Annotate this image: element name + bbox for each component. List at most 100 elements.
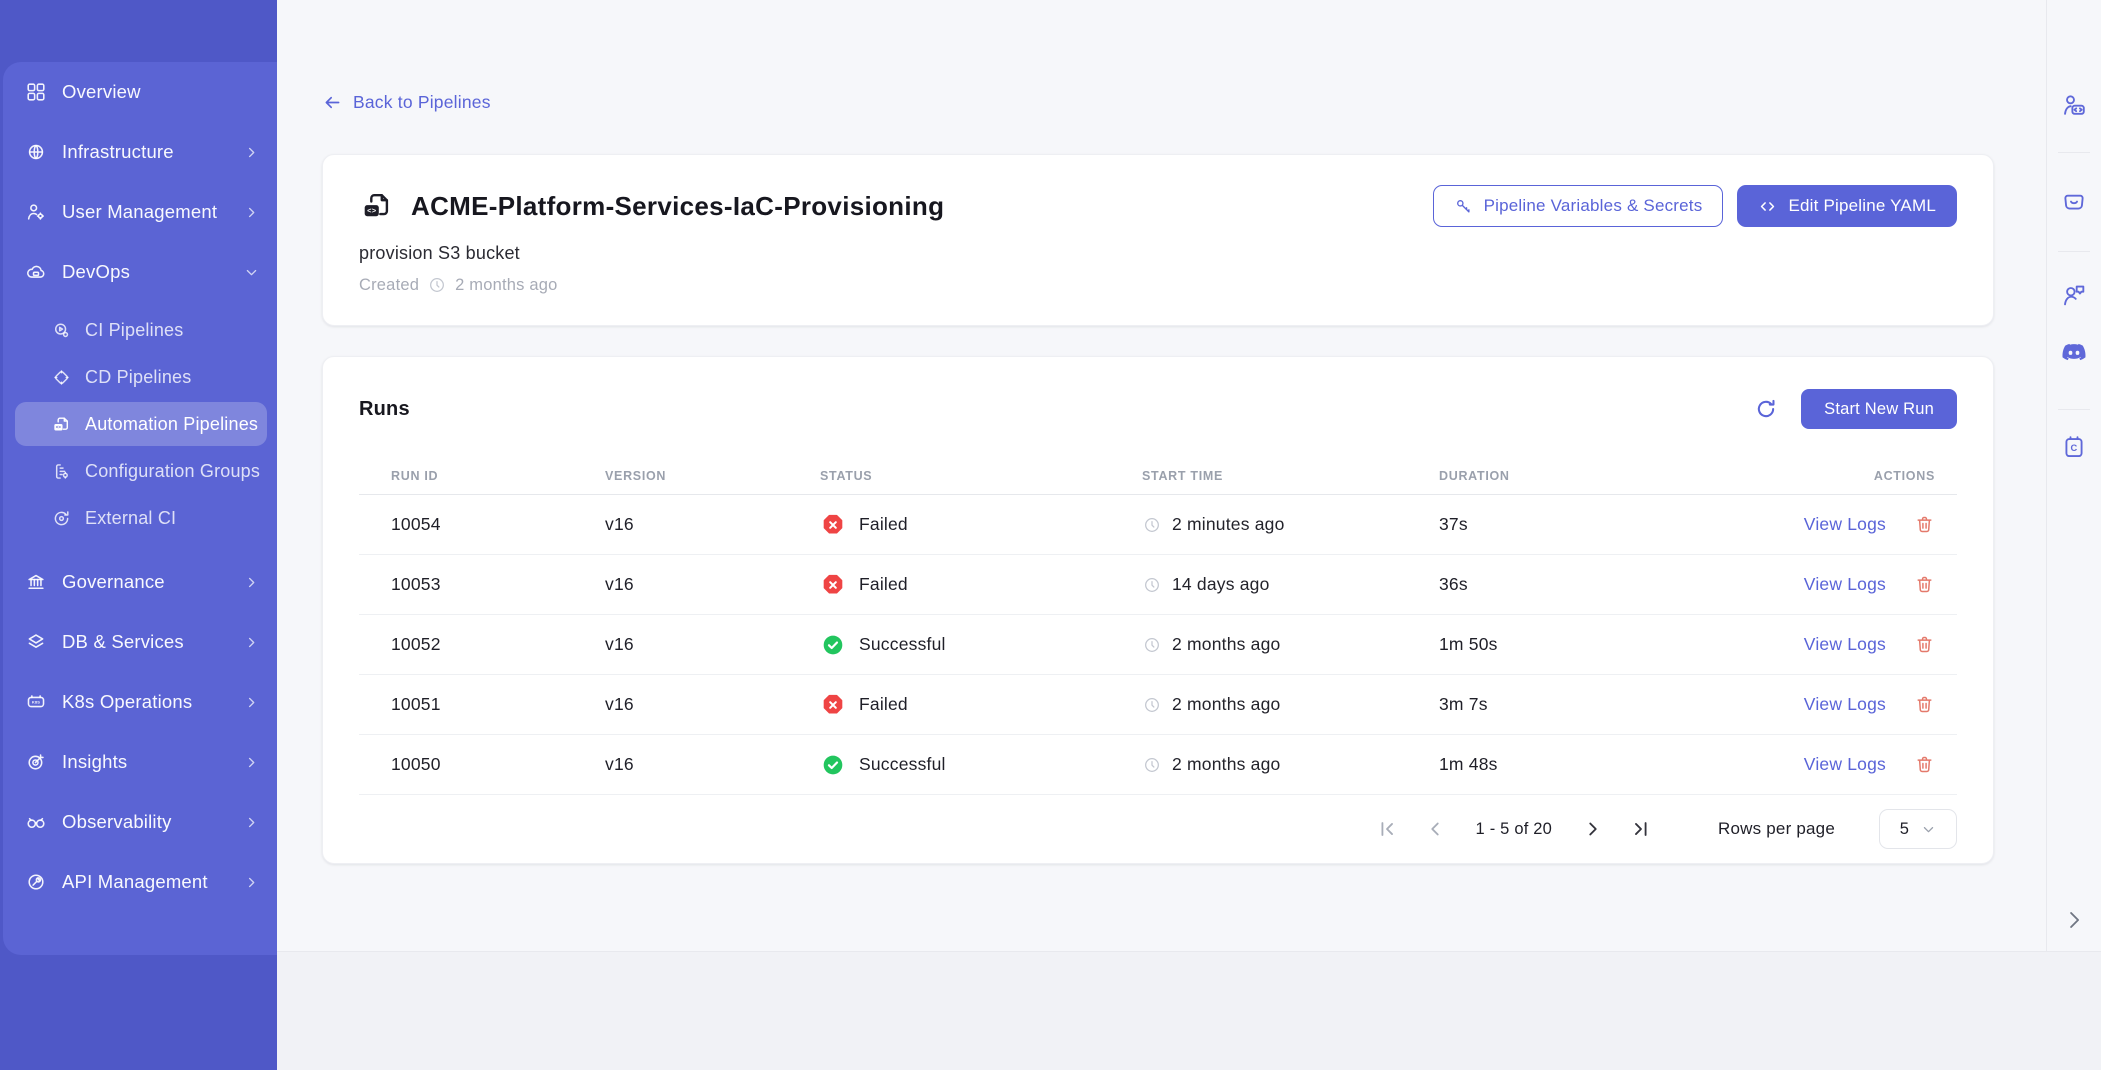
clock-icon xyxy=(1142,575,1162,595)
last-page-icon xyxy=(1630,818,1652,840)
pipeline-header-card: <> ACME-Platform-Services-IaC-Provisioni… xyxy=(322,154,1994,326)
sidebar-item-label: Configuration Groups xyxy=(85,460,261,481)
success-status-icon xyxy=(820,632,846,658)
success-status-icon xyxy=(820,752,846,778)
run-id: 10053 xyxy=(391,574,441,594)
run-id: 10051 xyxy=(391,694,441,714)
sidebar-item-api-management[interactable]: API Management xyxy=(3,858,277,906)
view-logs-link[interactable]: View Logs xyxy=(1803,754,1886,774)
insights-target-icon xyxy=(25,751,47,773)
run-duration: 36s xyxy=(1439,574,1468,594)
edit-pipeline-yaml-button[interactable]: Edit Pipeline YAML xyxy=(1737,185,1957,227)
feedback-icon[interactable] xyxy=(2060,281,2088,309)
sidebar-item-user-management[interactable]: User Management xyxy=(3,188,277,236)
last-page-button[interactable] xyxy=(1630,818,1652,840)
trash-icon xyxy=(1914,574,1935,595)
run-start-time: 2 minutes ago xyxy=(1172,514,1285,534)
view-logs-link[interactable]: View Logs xyxy=(1803,694,1886,714)
main-content: Back to Pipelines <> ACME-Platform-Servi… xyxy=(277,0,2046,951)
svg-text:<>: <> xyxy=(56,424,62,429)
sidebar-item-external-ci[interactable]: External CI xyxy=(15,496,267,540)
view-logs-link[interactable]: View Logs xyxy=(1803,574,1886,594)
page-title: ACME-Platform-Services-IaC-Provisioning xyxy=(411,190,945,221)
run-duration: 1m 48s xyxy=(1439,754,1498,774)
sidebar-item-observability[interactable]: Observability xyxy=(3,798,277,846)
runs-card: Runs Start New Run RUN ID VERSION STATUS… xyxy=(322,356,1994,864)
run-status: Failed xyxy=(859,514,908,534)
sidebar-item-label: K8s Operations xyxy=(62,691,193,712)
column-header-duration: DURATION xyxy=(1439,468,1510,483)
chevron-right-icon xyxy=(2060,906,2088,934)
pipeline-description: provision S3 bucket xyxy=(359,243,520,263)
runs-table-header: RUN ID VERSION STATUS START TIME DURATIO… xyxy=(359,457,1957,495)
start-new-run-label: Start New Run xyxy=(1824,399,1934,418)
sidebar-item-ci-pipelines[interactable]: CI Pipelines xyxy=(15,308,267,352)
chevron-right-icon xyxy=(244,695,259,710)
svg-text:C: C xyxy=(2071,443,2078,453)
sidebar-item-automation-pipelines[interactable]: <> Automation Pipelines xyxy=(15,402,267,446)
marketplace-icon[interactable] xyxy=(2060,186,2088,214)
edit-yaml-label: Edit Pipeline YAML xyxy=(1788,196,1936,215)
discord-icon[interactable] xyxy=(2060,338,2088,366)
failed-status-icon xyxy=(820,692,846,718)
next-page-button[interactable] xyxy=(1582,818,1604,840)
column-header-actions: ACTIONS xyxy=(1873,468,1935,483)
rail-divider xyxy=(2058,409,2090,410)
view-logs-link[interactable]: View Logs xyxy=(1803,634,1886,654)
delete-run-button[interactable] xyxy=(1914,694,1935,715)
pipeline-variables-label: Pipeline Variables & Secrets xyxy=(1483,196,1703,215)
api-wrench-icon xyxy=(25,871,47,893)
infrastructure-globe-icon xyxy=(25,141,47,163)
delete-run-button[interactable] xyxy=(1914,634,1935,655)
rows-per-page-select[interactable]: 5 xyxy=(1879,809,1957,849)
sidebar-item-insights[interactable]: Insights xyxy=(3,738,277,786)
collapse-rail-button[interactable] xyxy=(2060,906,2088,934)
automation-pipeline-icon: <> xyxy=(359,188,395,224)
created-ago: 2 months ago xyxy=(455,275,558,294)
sidebar-nav-panel: Overview Infrastructure User Management … xyxy=(3,62,277,955)
delete-run-button[interactable] xyxy=(1914,574,1935,595)
pipeline-variables-button[interactable]: Pipeline Variables & Secrets xyxy=(1432,185,1724,227)
trash-icon xyxy=(1914,754,1935,775)
back-link-label: Back to Pipelines xyxy=(353,92,491,112)
chevron-right-icon xyxy=(244,635,259,650)
run-version: v16 xyxy=(605,754,634,774)
run-status: Failed xyxy=(859,574,908,594)
first-page-button[interactable] xyxy=(1376,818,1398,840)
column-header-status: STATUS xyxy=(820,468,873,483)
sidebar-item-infrastructure[interactable]: Infrastructure xyxy=(3,128,277,176)
back-to-pipelines-link[interactable]: Back to Pipelines xyxy=(322,92,491,113)
sidebar-item-cd-pipelines[interactable]: CD Pipelines xyxy=(15,355,267,399)
delete-run-button[interactable] xyxy=(1914,514,1935,535)
sidebar-item-label: Governance xyxy=(62,571,165,592)
sidebar-item-k8s-operations[interactable]: K8S K8s Operations xyxy=(3,678,277,726)
clock-icon xyxy=(1142,695,1162,715)
refresh-button[interactable] xyxy=(1753,396,1779,422)
previous-page-button[interactable] xyxy=(1424,818,1446,840)
start-new-run-button[interactable]: Start New Run xyxy=(1801,389,1957,429)
trash-icon xyxy=(1914,694,1935,715)
table-row: 10054 v16 Failed 2 minutes ago 37s View … xyxy=(359,495,1957,555)
sidebar-item-governance[interactable]: Governance xyxy=(3,558,277,606)
sidebar-item-configuration-groups[interactable]: Configuration Groups xyxy=(15,449,267,493)
sidebar-item-label: External CI xyxy=(85,507,177,528)
chevron-right-icon xyxy=(1582,818,1604,840)
sidebar-item-devops[interactable]: DevOps xyxy=(3,248,277,296)
rows-per-page-label: Rows per page xyxy=(1718,819,1835,838)
run-version: v16 xyxy=(605,574,634,594)
changelog-icon[interactable]: C xyxy=(2060,433,2088,461)
sidebar-item-label: Overview xyxy=(62,81,141,102)
k8s-icon: K8S xyxy=(25,691,47,713)
run-version: v16 xyxy=(605,694,634,714)
refresh-icon xyxy=(1753,396,1779,422)
sidebar-item-db-services[interactable]: DB & Services xyxy=(3,618,277,666)
chevron-right-icon xyxy=(244,815,259,830)
sidebar-item-overview[interactable]: Overview xyxy=(3,68,277,116)
delete-run-button[interactable] xyxy=(1914,754,1935,775)
sidebar-devops-group: CI Pipelines CD Pipelines <> Automation … xyxy=(3,308,277,540)
run-version: v16 xyxy=(605,514,634,534)
view-logs-link[interactable]: View Logs xyxy=(1803,514,1886,534)
sidebar-item-label: Automation Pipelines xyxy=(85,413,259,434)
developer-portal-icon[interactable] xyxy=(2060,91,2088,119)
ci-pipeline-icon xyxy=(51,320,72,341)
